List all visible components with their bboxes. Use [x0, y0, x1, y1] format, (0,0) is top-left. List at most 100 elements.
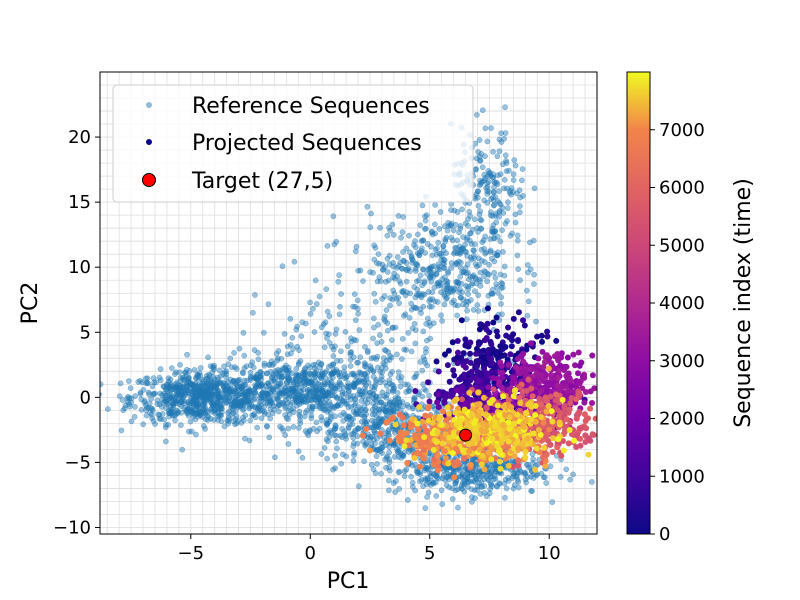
projected-point [478, 371, 485, 378]
projected-point [435, 368, 442, 375]
reference-point [373, 378, 379, 385]
projected-point [576, 425, 583, 432]
reference-point [443, 296, 450, 302]
reference-point [549, 499, 556, 505]
reference-point [484, 138, 491, 145]
projected-point [515, 338, 522, 345]
projected-point [538, 332, 545, 339]
reference-point [356, 327, 363, 333]
reference-point [132, 393, 139, 399]
projected-point [499, 374, 506, 381]
reference-point [352, 317, 359, 324]
reference-point [504, 218, 510, 224]
projected-point [522, 448, 529, 455]
reference-point [378, 470, 384, 477]
projected-point [538, 414, 545, 421]
reference-point [216, 412, 223, 419]
reference-point [163, 438, 169, 445]
reference-point [293, 365, 300, 372]
reference-point [494, 153, 501, 160]
reference-point [185, 378, 191, 385]
projected-point [562, 364, 569, 371]
reference-point [265, 301, 272, 308]
reference-point [441, 301, 448, 308]
reference-point [457, 273, 464, 280]
reference-point [241, 405, 247, 412]
projected-point [589, 352, 596, 359]
reference-point [205, 354, 211, 361]
reference-point [338, 291, 344, 297]
projected-point [561, 380, 568, 387]
reference-point [180, 394, 187, 401]
reference-point [374, 278, 381, 285]
reference-point [334, 445, 340, 452]
reference-point [362, 419, 369, 426]
projected-point [512, 387, 519, 394]
reference-point [461, 481, 468, 487]
reference-point [368, 461, 375, 468]
reference-point [218, 418, 225, 425]
reference-point [524, 312, 531, 319]
reference-point [188, 408, 195, 414]
reference-point [355, 267, 362, 274]
reference-point [285, 367, 292, 374]
projected-point [544, 328, 551, 335]
reference-point [492, 274, 499, 281]
reference-point [351, 336, 357, 343]
projected-point [549, 449, 556, 456]
reference-point [517, 277, 523, 284]
reference-point [474, 302, 481, 308]
reference-point [324, 455, 330, 462]
projected-point [434, 399, 441, 406]
reference-point [137, 389, 144, 396]
reference-point [371, 386, 377, 393]
reference-point [335, 278, 342, 285]
reference-point [332, 452, 338, 459]
reference-point [193, 431, 199, 438]
reference-point [142, 398, 148, 404]
reference-point [439, 501, 446, 507]
reference-point [387, 302, 393, 309]
reference-point [417, 222, 424, 229]
reference-point [514, 252, 521, 259]
reference-point [481, 197, 488, 204]
projected-point [451, 474, 458, 481]
projected-point [458, 373, 465, 380]
reference-point [464, 469, 471, 476]
reference-point [430, 320, 437, 327]
reference-point [386, 464, 392, 471]
reference-point [350, 384, 357, 391]
reference-point [398, 234, 404, 241]
reference-point [356, 483, 362, 490]
reference-point [371, 354, 377, 361]
reference-point [382, 408, 388, 415]
reference-point [404, 497, 411, 503]
reference-point [371, 290, 378, 297]
reference-point [327, 410, 334, 417]
projected-point [444, 404, 451, 411]
reference-point [462, 220, 469, 227]
reference-point [207, 395, 214, 402]
reference-point [473, 155, 480, 162]
reference-point [275, 380, 282, 387]
reference-point [351, 371, 357, 378]
reference-point [348, 396, 354, 403]
projected-point [555, 375, 562, 382]
reference-point [458, 294, 464, 301]
reference-point [175, 390, 182, 397]
reference-point [339, 451, 346, 458]
reference-point [406, 232, 412, 239]
reference-point [327, 416, 334, 423]
reference-point [390, 232, 397, 238]
reference-point [373, 453, 380, 460]
reference-point [307, 299, 313, 306]
projected-point [590, 432, 597, 439]
reference-point [507, 232, 514, 239]
projected-point [554, 444, 561, 451]
reference-point [421, 467, 428, 474]
projected-point [367, 447, 374, 454]
reference-point [444, 227, 451, 234]
projected-point [561, 402, 568, 409]
reference-point [394, 448, 401, 455]
reference-point [422, 250, 428, 256]
